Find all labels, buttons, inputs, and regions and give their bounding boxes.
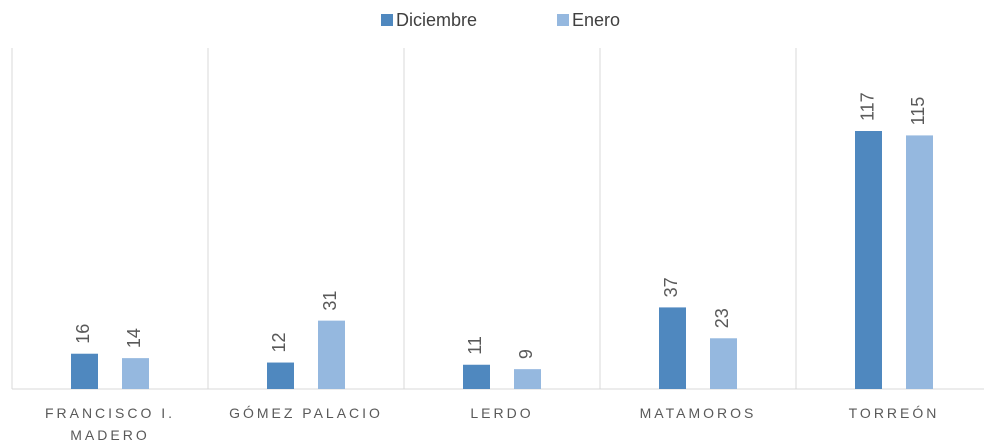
- bar: [71, 353, 98, 389]
- bar: [514, 369, 541, 389]
- data-label: 23: [712, 308, 732, 328]
- legend-swatch: [557, 14, 569, 26]
- legend-label: Diciembre: [396, 10, 477, 30]
- x-tick-label: LERDO: [470, 405, 534, 421]
- x-tick-label: TORREÓN: [848, 405, 940, 421]
- data-label: 12: [269, 333, 289, 353]
- data-label: 115: [908, 97, 928, 126]
- x-tick-label: MATAMOROS: [639, 405, 757, 421]
- x-tick-label: GÓMEZ PALACIO: [229, 405, 383, 421]
- bar: [906, 135, 933, 389]
- legend-swatch: [381, 14, 393, 26]
- bar: [855, 131, 882, 389]
- bar: [267, 362, 294, 389]
- data-label: 31: [320, 291, 340, 311]
- bar: [318, 320, 345, 389]
- data-label: 14: [124, 328, 144, 348]
- bar: [659, 307, 686, 389]
- data-label: 117: [857, 92, 877, 121]
- bar: [463, 364, 490, 389]
- x-tick-label: FRANCISCO I. MADERO: [44, 405, 176, 443]
- bar: [122, 358, 149, 389]
- bar: [710, 338, 737, 389]
- data-label: 11: [465, 336, 485, 355]
- data-label: 16: [73, 324, 93, 344]
- data-label: 9: [516, 349, 536, 359]
- data-label: 37: [661, 277, 681, 297]
- legend-label: Enero: [572, 10, 620, 30]
